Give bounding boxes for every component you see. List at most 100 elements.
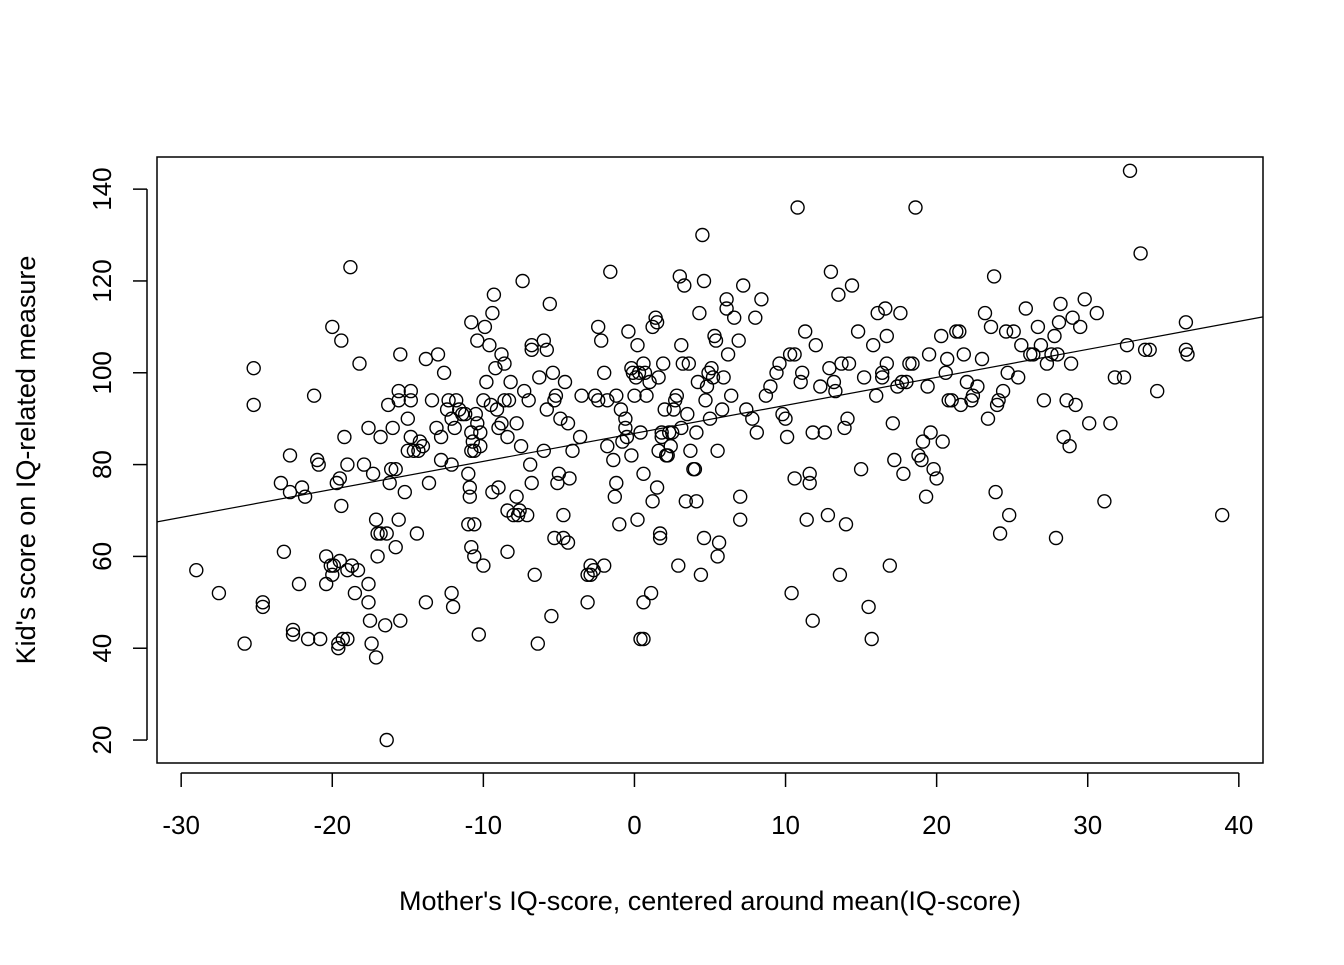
data-point [335, 631, 350, 647]
data-point [660, 448, 675, 463]
data-point [612, 517, 627, 532]
data-point [291, 576, 307, 592]
x-axis: -30 -20 -10 0 10 20 30 40 [162, 772, 1253, 840]
data-point [769, 365, 784, 380]
data-point [885, 416, 900, 431]
data-point [340, 457, 355, 472]
data-point [445, 599, 461, 615]
data-point [618, 420, 633, 436]
data-point [749, 425, 764, 440]
data-point [649, 480, 665, 495]
data-point [1030, 319, 1046, 335]
data-point [588, 388, 603, 403]
data-point [714, 402, 730, 417]
y-tick-label: 60 [87, 542, 117, 571]
data-point [652, 526, 668, 541]
data-point [603, 264, 618, 279]
x-tick-label: -10 [465, 810, 503, 840]
data-point [1018, 301, 1034, 316]
data-point [866, 338, 881, 353]
x-tick-label: -20 [313, 810, 351, 840]
data-point [378, 618, 393, 633]
data-point [343, 260, 358, 275]
data-point [687, 462, 703, 477]
data-point [246, 397, 261, 413]
data-point [364, 636, 379, 651]
data-point [501, 393, 517, 408]
data-point [1097, 494, 1112, 509]
data-point [513, 439, 529, 454]
data-point [362, 613, 378, 628]
data-point [539, 342, 554, 357]
data-point [823, 264, 839, 279]
data-point [1119, 338, 1135, 353]
data-point [388, 462, 403, 477]
data-point [527, 567, 542, 582]
data-point [820, 507, 836, 523]
y-tick-label: 80 [87, 450, 117, 479]
data-point [444, 585, 459, 601]
data-point [639, 388, 654, 403]
data-point [368, 512, 384, 527]
data-point [500, 544, 515, 559]
data-point [411, 443, 426, 458]
data-point [727, 310, 742, 325]
data-point [831, 287, 846, 302]
x-tick-label: 40 [1224, 810, 1253, 840]
data-point [645, 319, 660, 335]
data-point [633, 631, 648, 647]
data-point [671, 558, 686, 573]
data-points [189, 163, 1230, 748]
data-point [536, 333, 551, 348]
data-point [350, 563, 366, 578]
data-point [988, 484, 1003, 500]
data-point [441, 393, 456, 408]
data-point [237, 636, 252, 651]
data-point [461, 517, 476, 532]
data-point [1142, 342, 1157, 357]
data-point [704, 361, 719, 376]
data-point [337, 429, 352, 445]
data-point [340, 563, 355, 578]
data-point [921, 347, 937, 362]
data-point [663, 439, 678, 454]
data-point [696, 273, 712, 289]
data-point [802, 466, 817, 481]
data-point [276, 544, 292, 559]
data-point [795, 365, 810, 380]
data-point [473, 425, 488, 440]
data-point [923, 425, 938, 440]
data-point [285, 622, 301, 638]
data-point [393, 347, 408, 362]
data-point [471, 627, 486, 642]
data-point [677, 278, 692, 293]
data-point [609, 388, 624, 403]
data-point [1026, 347, 1041, 362]
data-point [470, 333, 485, 348]
data-point [633, 425, 648, 440]
data-point [680, 406, 695, 422]
x-tick-label: 20 [922, 810, 951, 840]
data-point [282, 448, 298, 463]
data-point [802, 475, 817, 491]
data-point [890, 379, 905, 394]
data-point [724, 388, 739, 403]
data-point [547, 530, 562, 546]
data-point [1214, 507, 1230, 523]
data-point [674, 420, 689, 436]
data-point [624, 448, 639, 463]
data-point [594, 333, 609, 348]
data-point [334, 333, 349, 348]
data-point [675, 356, 690, 371]
data-point [621, 324, 636, 339]
data-point [512, 503, 527, 518]
data-point [1068, 397, 1083, 413]
data-point [467, 549, 482, 564]
data-point [385, 420, 400, 436]
data-point [361, 420, 376, 436]
data-point [828, 383, 843, 399]
data-point [255, 599, 270, 615]
data-point [631, 365, 647, 380]
data-point [652, 530, 668, 546]
